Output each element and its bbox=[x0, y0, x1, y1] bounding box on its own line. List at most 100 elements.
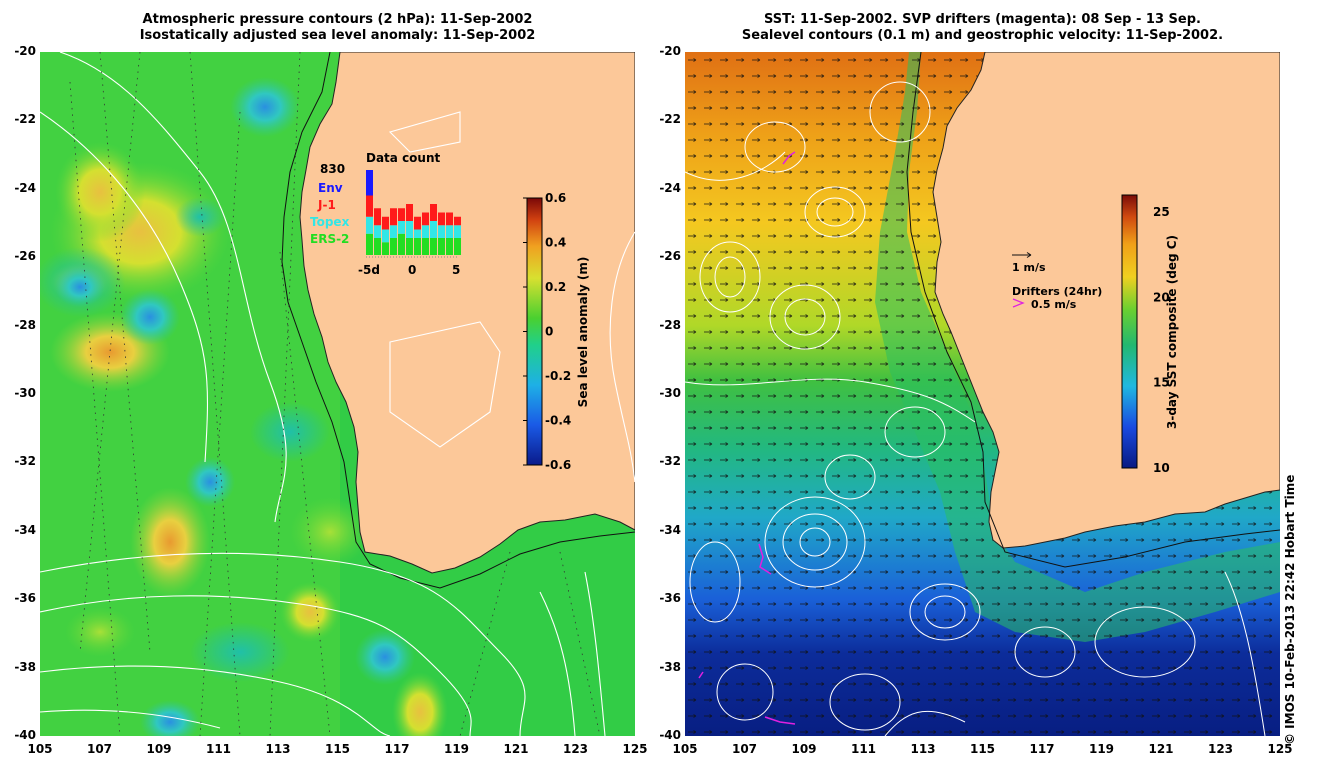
sla-high-anomaly bbox=[130, 487, 210, 597]
data-count-inset: Data count 830 Env J-1 Topex ERS-2 -5d 0… bbox=[310, 151, 461, 277]
data-count-xlabel: 5 bbox=[452, 263, 460, 277]
x-tick-label: 111 bbox=[205, 742, 232, 756]
sla-low-anomaly bbox=[185, 457, 235, 507]
left-map: Data count 830 Env J-1 Topex ERS-2 -5d 0… bbox=[40, 52, 635, 736]
x-tick-label: 125 bbox=[622, 742, 648, 756]
sla-low-anomaly bbox=[140, 700, 200, 736]
colorbar-tick-label: 0 bbox=[545, 325, 553, 339]
right-title-line1: SST: 11-Sep-2002. SVP drifters (magenta)… bbox=[764, 12, 1201, 27]
sst-colorbar-ticks: 25 20 15 10 bbox=[1153, 205, 1170, 475]
legend-ers2: ERS-2 bbox=[310, 232, 349, 246]
x-tick-label: 107 bbox=[86, 742, 113, 756]
left-map-svg: Data count 830 Env J-1 Topex ERS-2 -5d 0… bbox=[40, 52, 635, 736]
sla-low-anomaly bbox=[120, 289, 180, 345]
drifters-legend: Drifters (24hr) 0.5 m/s bbox=[1012, 285, 1102, 311]
y-tick-label: -24 bbox=[659, 180, 681, 195]
x-tick-label: 105 bbox=[672, 742, 698, 756]
data-count-bar-segment bbox=[366, 216, 373, 234]
data-count-bar-segment bbox=[430, 238, 437, 255]
satellite-tracks bbox=[69, 52, 601, 736]
data-count-bar-segment bbox=[406, 221, 413, 238]
y-tick-label: -38 bbox=[659, 659, 681, 674]
colorbar-tick-label: 0.4 bbox=[545, 236, 566, 250]
data-count-bar-segment bbox=[422, 225, 429, 238]
drifter-legend-arrow bbox=[1012, 298, 1025, 308]
y-tick-label: -40 bbox=[14, 728, 36, 742]
y-tick-label: -34 bbox=[14, 522, 36, 537]
data-count-bar-segment bbox=[422, 238, 429, 255]
y-tick-label: -30 bbox=[14, 386, 36, 400]
x-tick-label: 119 bbox=[443, 742, 470, 756]
y-tick-label: -22 bbox=[14, 112, 36, 127]
data-count-bar-segment bbox=[414, 229, 421, 238]
sst-colorbar bbox=[1121, 194, 1138, 469]
x-tick-label: 109 bbox=[791, 742, 817, 756]
data-count-bar-segment bbox=[398, 208, 405, 221]
data-count-bar-segment bbox=[382, 216, 389, 230]
y-tick-label: -28 bbox=[14, 317, 36, 332]
y-tick-label: -22 bbox=[659, 112, 681, 127]
left-title: Atmospheric pressure contours (2 hPa): 1… bbox=[40, 12, 635, 44]
velocity-scale-label: 1 m/s bbox=[1012, 261, 1046, 274]
australia-land bbox=[932, 52, 1280, 549]
legend-topex: Topex bbox=[310, 215, 350, 229]
x-tick-label: 115 bbox=[969, 742, 996, 756]
data-count-bar-segment bbox=[398, 233, 405, 255]
australia-land bbox=[299, 52, 635, 574]
data-count-bar-segment bbox=[390, 208, 397, 226]
colorbar-tick-label: -0.4 bbox=[545, 414, 571, 428]
shelf-contour bbox=[281, 52, 635, 589]
data-count-bar-segment bbox=[438, 238, 445, 255]
data-count-bar-segment bbox=[454, 216, 461, 226]
right-title-line2: Sealevel contours (0.1 m) and geostrophi… bbox=[741, 28, 1224, 43]
colorbar-tick-label: 25 bbox=[1153, 205, 1170, 219]
x-tick-label: 125 bbox=[1267, 742, 1293, 756]
x-tick-label: 123 bbox=[1207, 742, 1234, 756]
shelf-contour bbox=[906, 52, 1280, 568]
y-tick-label: -32 bbox=[14, 454, 36, 469]
svp-drifter-tracks bbox=[698, 151, 796, 725]
sla-low-anomaly bbox=[355, 629, 415, 685]
data-count-bar-segment bbox=[382, 229, 389, 243]
data-count-bar-segment bbox=[430, 204, 437, 221]
data-count-bar-segment bbox=[454, 238, 461, 255]
data-count-bar-segment bbox=[454, 225, 461, 238]
data-count-bar-segment bbox=[374, 238, 381, 255]
x-tick-label: 117 bbox=[1029, 742, 1055, 756]
x-tick-label: 107 bbox=[731, 742, 758, 756]
y-tick-label: -28 bbox=[659, 317, 681, 332]
data-count-bar-segment bbox=[446, 225, 453, 238]
drifters-legend-title: Drifters (24hr) bbox=[1012, 285, 1102, 298]
colorbar-tick-label: 0.6 bbox=[545, 191, 566, 205]
y-tick-label: -38 bbox=[14, 659, 36, 674]
left-title-line1: Atmospheric pressure contours (2 hPa): 1… bbox=[142, 12, 533, 27]
right-map-svg: 1 m/s Drifters (24hr) 0.5 m/s 25 20 15 10 3… bbox=[685, 52, 1280, 736]
data-count-bar-segment bbox=[438, 225, 445, 238]
x-tick-label: 117 bbox=[384, 742, 410, 756]
data-count-bar-segment bbox=[406, 238, 413, 255]
colorbar-tick-label: -0.6 bbox=[545, 458, 571, 472]
data-count-bar-segment bbox=[366, 195, 373, 217]
x-tick-label: 115 bbox=[324, 742, 351, 756]
y-tick-label: -26 bbox=[659, 249, 681, 264]
y-tick-label: -20 bbox=[14, 44, 36, 58]
data-count-bar-segment bbox=[398, 221, 405, 234]
colorbar-tick-label: 10 bbox=[1153, 461, 1170, 475]
colorbar-tick-label: -0.2 bbox=[545, 369, 571, 383]
sla-low-anomaly bbox=[55, 267, 105, 307]
x-tick-label: 119 bbox=[1088, 742, 1115, 756]
data-count-bar-segment bbox=[382, 242, 389, 255]
data-count-bar-segment bbox=[422, 212, 429, 226]
y-tick-label: -26 bbox=[14, 249, 36, 264]
y-tick-label: -36 bbox=[659, 591, 681, 606]
x-tick-label: 105 bbox=[27, 742, 53, 756]
sla-low-anomaly bbox=[230, 77, 300, 137]
x-tick-label: 109 bbox=[146, 742, 172, 756]
imos-credit: © IMOS 10-Feb-2013 22:42 Hobart Time bbox=[1283, 474, 1297, 745]
sla-colorbar bbox=[526, 197, 543, 466]
data-count-xlabel: 0 bbox=[408, 263, 416, 277]
data-count-bar-segment bbox=[390, 225, 397, 238]
x-tick-label: 113 bbox=[265, 742, 291, 756]
data-count-xlabel: -5d bbox=[358, 263, 380, 277]
data-count-bar-segment bbox=[406, 204, 413, 221]
